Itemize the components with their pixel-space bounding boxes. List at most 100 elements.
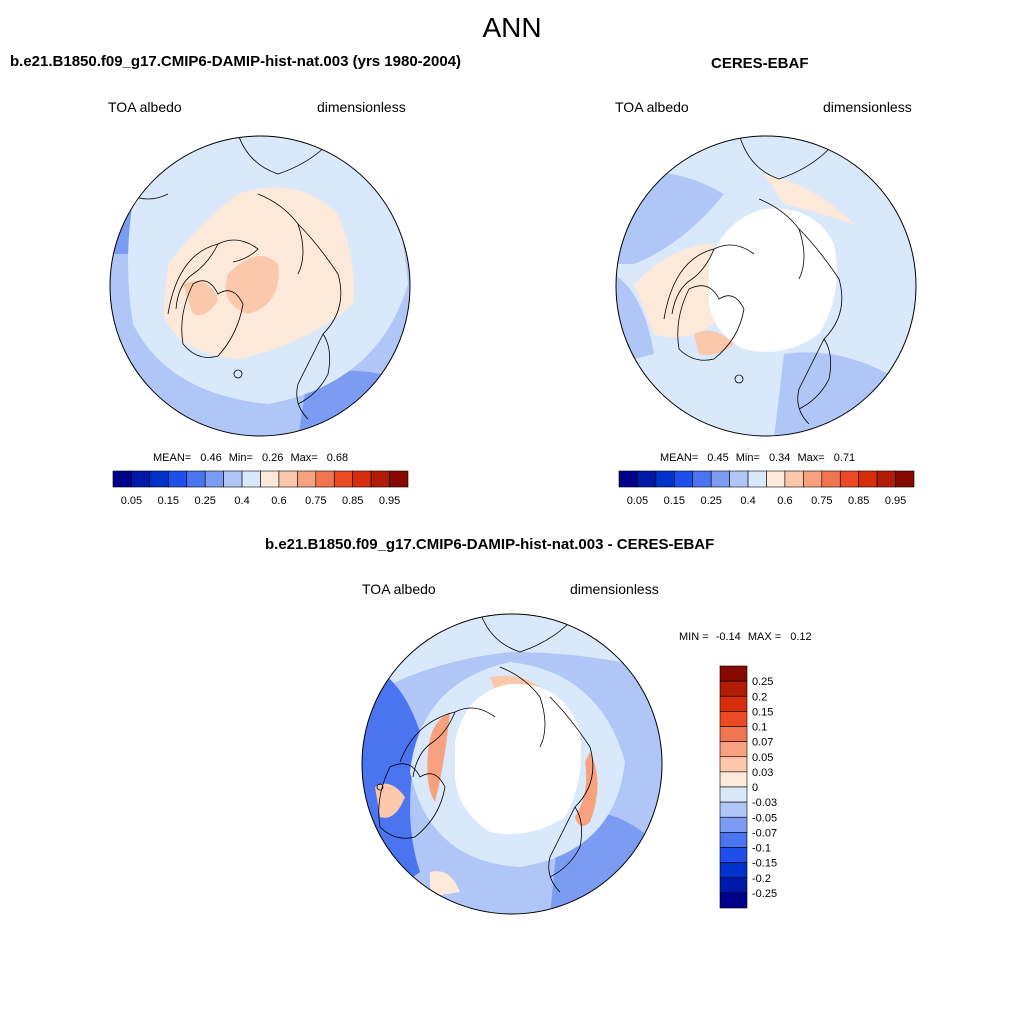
obs-colorbar-swatch [729, 470, 749, 488]
model-mean-label: MEAN= [153, 452, 192, 464]
obs-mean-label: MEAN= [660, 452, 699, 464]
diff-colorbar-tick-label: 0.07 [752, 737, 773, 749]
model-max-value: 0.68 [326, 452, 349, 464]
obs-max-label: Max= [797, 452, 825, 464]
diff-colorbar-swatch [719, 726, 748, 742]
obs-min-value: 0.34 [768, 452, 791, 464]
model-peak-albedo-region [183, 281, 218, 315]
model-variable-label: TOA albedo [108, 99, 182, 115]
diff-positive-region [430, 871, 460, 897]
obs-peak-albedo-region [694, 330, 734, 356]
obs-colorbar-swatch [784, 470, 804, 488]
diff-colorbar-swatch [719, 711, 748, 727]
model-colorbar: 0.05 0.15 0.25 0.4 0.6 0.75 0.85 0.95 [112, 470, 409, 507]
diff-positive-region [427, 712, 450, 802]
diff-colorbar-tick-label: -0.05 [752, 812, 777, 824]
obs-colorbar-tick-label: 0.25 [700, 495, 721, 507]
diff-colorbar-swatch [719, 695, 748, 712]
diff-colorbar-tick-label: -0.03 [752, 797, 777, 809]
diff-colorbar-swatch [719, 741, 748, 758]
obs-min-label: Min= [735, 452, 760, 464]
obs-colorbar-swatch [618, 470, 638, 488]
obs-colorbar-swatch [895, 470, 915, 488]
obs-stats: MEAN= 0.45 Min= 0.34 Max= 0.71 [660, 452, 855, 464]
diff-colorbar-tick-label: 0.1 [752, 722, 767, 734]
model-colorbar-tick-label: 0.4 [234, 495, 249, 507]
diff-max-label: MAX = [747, 631, 782, 643]
diff-positive-region [575, 752, 598, 826]
diff-colorbar-swatch [719, 771, 748, 788]
model-colorbar-swatch [168, 470, 188, 488]
obs-units-label: dimensionless [823, 99, 912, 115]
diff-colorbar-tick-label: -0.2 [752, 873, 771, 885]
model-colorbar-tick-label: 0.05 [121, 495, 142, 507]
model-colorbar-tick-label: 0.15 [158, 495, 179, 507]
model-colorbar-tick-label: 0.75 [305, 495, 326, 507]
model-min-value: 0.26 [261, 452, 284, 464]
obs-colorbar-swatch [747, 470, 767, 488]
diff-colorbar-tick-label: -0.15 [752, 858, 777, 870]
diff-colorbar-swatch [719, 816, 748, 833]
obs-colorbar-swatch [839, 470, 859, 488]
obs-polar-map [615, 135, 917, 437]
model-colorbar-swatch [131, 470, 151, 488]
diff-colorbar-tick-label: -0.1 [752, 843, 771, 855]
obs-colorbar: 0.05 0.15 0.25 0.4 0.6 0.75 0.85 0.95 [618, 470, 915, 507]
obs-colorbar-swatch [858, 470, 878, 488]
model-colorbar-tick-label: 0.6 [271, 495, 286, 507]
obs-colorbar-tick-label: 0.85 [848, 495, 869, 507]
obs-colorbar-tick-label: 0.95 [885, 495, 906, 507]
obs-colorbar-tick-label: 0.15 [664, 495, 685, 507]
diff-colorbar-tick-label: 0.25 [752, 676, 773, 688]
diff-colorbar-tick-label: -0.07 [752, 827, 777, 839]
model-coastlines [127, 136, 342, 420]
diff-min-value: -0.14 [715, 631, 741, 643]
diff-colorbar-tick-label: 0.15 [752, 706, 773, 718]
model-max-label: Max= [290, 452, 318, 464]
obs-variable-label: TOA albedo [615, 99, 689, 115]
model-colorbar-swatch [204, 470, 224, 488]
diff-minmax: MIN = -0.14 MAX = 0.12 [679, 631, 812, 643]
model-peak-albedo-region [225, 256, 279, 314]
model-colorbar-swatch [352, 470, 372, 488]
obs-colorbar-tick-label: 0.4 [740, 495, 755, 507]
diff-map-boundary [361, 613, 663, 915]
diff-colorbar-swatch [719, 862, 748, 879]
model-map-boundary [109, 135, 411, 437]
diff-positive-region [375, 783, 405, 818]
diff-colorbar: 0.25 0.2 0.15 0.1 0.07 0.05 0.03 0 -0.03 -0.05 -0.… [719, 665, 777, 909]
diff-colorbar-swatch [719, 665, 748, 682]
diff-missing-data-region [455, 683, 581, 835]
obs-colorbar-swatch [637, 470, 657, 488]
model-polar-map [109, 135, 411, 437]
diff-coastlines [376, 614, 594, 893]
diff-units-label: dimensionless [570, 581, 659, 597]
model-colorbar-swatch [112, 470, 132, 488]
model-colorbar-swatch [389, 470, 409, 488]
model-colorbar-swatch [149, 470, 169, 488]
obs-colorbar-swatch [803, 470, 823, 488]
obs-colorbar-swatch [692, 470, 712, 488]
diff-colorbar-tick-label: 0.05 [752, 752, 773, 764]
obs-high-albedo-region [634, 244, 722, 338]
model-colorbar-tick-label: 0.95 [379, 495, 400, 507]
model-colorbar-tick-label: 0.25 [194, 495, 215, 507]
diff-colorbar-swatch [719, 877, 748, 894]
diff-max-value: 0.12 [790, 631, 812, 643]
diff-colorbar-tick-label: -0.25 [752, 888, 777, 900]
model-colorbar-swatch [186, 470, 206, 488]
model-colorbar-swatch [315, 470, 335, 488]
diff-colorbar-swatch [719, 680, 748, 697]
obs-colorbar-tick-label: 0.75 [811, 495, 832, 507]
model-colorbar-swatch [260, 470, 280, 488]
obs-colorbar-swatch [674, 470, 694, 488]
diff-colorbar-swatch [719, 786, 748, 803]
obs-colorbar-swatch [876, 470, 896, 488]
model-colorbar-swatch [333, 470, 353, 488]
diff-colorbar-tick-label: 0.03 [752, 767, 773, 779]
obs-colorbar-swatch [655, 470, 675, 488]
model-colorbar-swatch [370, 470, 390, 488]
obs-colorbar-tick-label: 0.6 [777, 495, 792, 507]
diff-min-label: MIN = [679, 631, 709, 643]
obs-max-value: 0.71 [833, 452, 856, 464]
